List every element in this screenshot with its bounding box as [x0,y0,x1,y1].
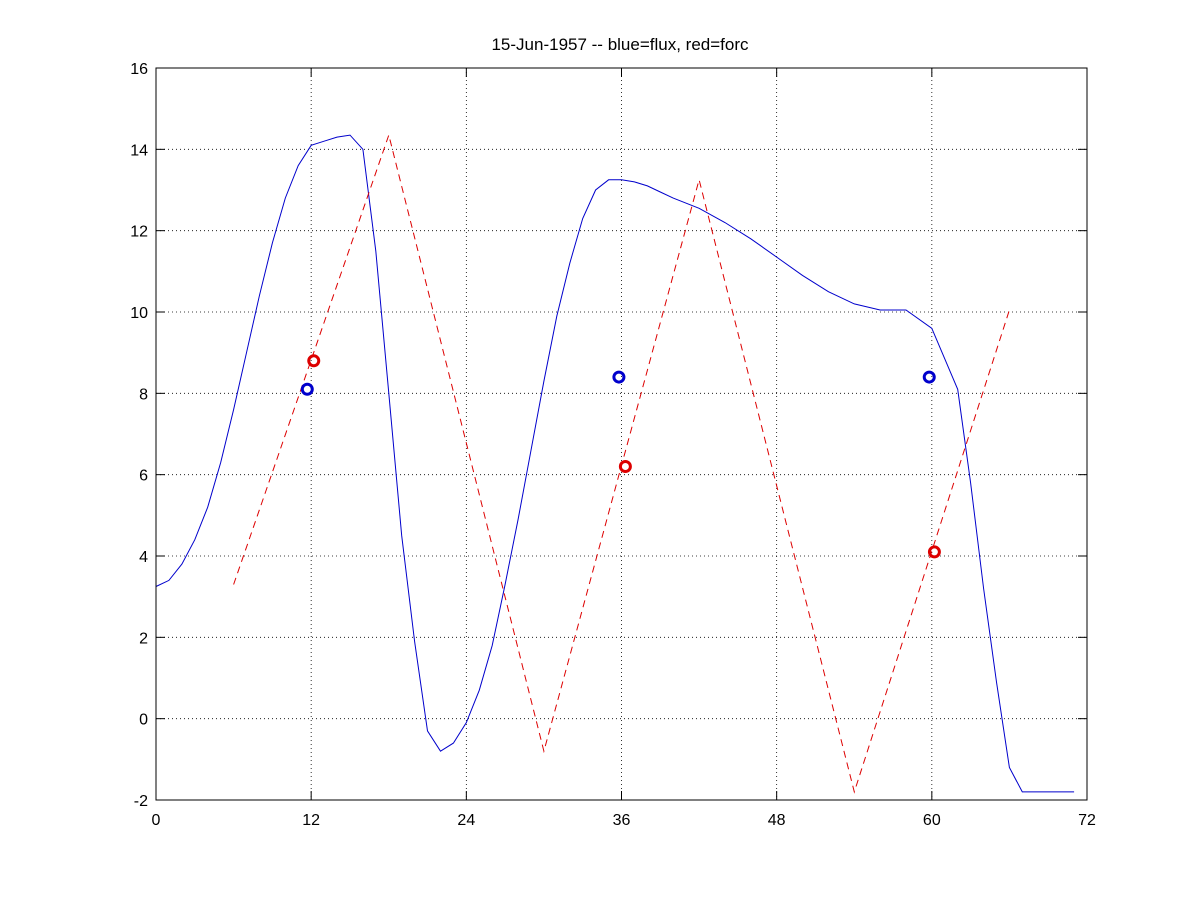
chart-title: 15-Jun-1957 -- blue=flux, red=forc [491,35,749,54]
axis-ticks [155,67,1088,801]
y-tick-label: 16 [130,61,148,78]
x-tick-label: 60 [923,812,941,829]
x-tick-label: 12 [302,812,320,829]
marker-point-red [927,545,941,559]
marker-point-blue [922,370,936,384]
marker-point-red [618,460,632,474]
y-tick-label: 2 [139,630,148,647]
y-tick-label: 4 [139,549,148,566]
x-tick-label: 0 [152,812,161,829]
y-tick-label: 14 [130,142,148,159]
y-tick-label: -2 [134,793,148,810]
plot-markers [300,354,941,559]
marker-point-blue [300,382,314,396]
y-axis-tick-labels: -2 0 2 4 6 8 10 12 14 16 [130,61,148,810]
series-line-blue [155,134,1075,793]
x-axis-tick-labels: 0 12 24 36 48 60 72 [152,812,1096,829]
plot-frame [155,67,1088,801]
y-tick-label: 10 [130,305,148,322]
y-tick-label: 12 [130,224,148,241]
x-tick-label: 24 [457,812,475,829]
y-tick-label: 6 [139,468,148,485]
x-tick-label: 36 [613,812,631,829]
plot-series [155,133,1075,794]
x-tick-label: 48 [768,812,786,829]
grid-lines [156,68,1087,800]
x-tick-label: 72 [1078,812,1096,829]
marker-point-blue [612,370,626,384]
marker-point-red [307,354,321,368]
y-tick-label: 0 [139,712,148,729]
y-tick-label: 8 [139,386,148,403]
